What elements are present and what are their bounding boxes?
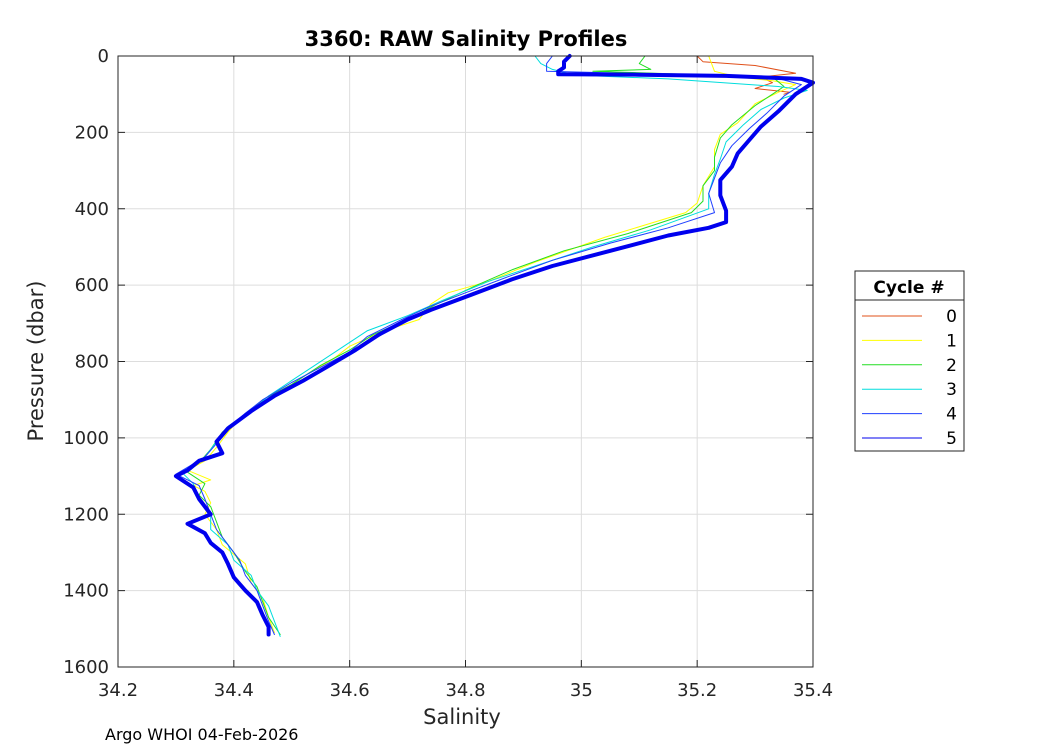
x-tick-label: 35 bbox=[570, 680, 593, 701]
legend-label-cycle-0: 0 bbox=[946, 307, 957, 327]
y-tick-label: 0 bbox=[98, 46, 109, 67]
series-line-cycle-3 bbox=[181, 55, 808, 637]
footer-credit: Argo WHOI 04-Feb-2026 bbox=[105, 725, 299, 744]
y-tick-label: 1200 bbox=[63, 504, 109, 525]
legend-items: 0 1 2 3 4 5 bbox=[862, 307, 957, 449]
legend-label-cycle-3: 3 bbox=[946, 380, 957, 400]
chart-title: 3360: RAW Salinity Profiles bbox=[305, 27, 628, 51]
series-line-cycle-4 bbox=[175, 55, 802, 635]
x-tick-label: 34.2 bbox=[98, 680, 138, 701]
x-tick-label: 34.6 bbox=[330, 680, 370, 701]
y-tick-label: 1000 bbox=[63, 428, 109, 449]
y-tick-label: 1400 bbox=[63, 581, 109, 602]
y-tick-label: 600 bbox=[75, 275, 109, 296]
x-axis-label: Salinity bbox=[423, 705, 501, 729]
x-axis-ticks: 34.2 34.4 34.6 34.8 35 35.2 35.4 bbox=[98, 56, 833, 701]
legend-box bbox=[854, 270, 965, 452]
y-axis-ticks: 0 200 400 600 800 1000 1200 1400 1600 bbox=[63, 46, 813, 678]
y-axis-label: Pressure (dbar) bbox=[24, 281, 48, 442]
legend-label-cycle-5: 5 bbox=[946, 429, 957, 449]
x-tick-label: 35.4 bbox=[793, 680, 833, 701]
legend-label-cycle-2: 2 bbox=[946, 356, 957, 376]
x-tick-label: 34.4 bbox=[214, 680, 254, 701]
series-line-cycle-2 bbox=[187, 55, 785, 635]
y-tick-label: 200 bbox=[75, 122, 109, 143]
series-line-cycle-5 bbox=[173, 54, 815, 637]
y-tick-label: 800 bbox=[75, 352, 109, 373]
legend-label-cycle-4: 4 bbox=[946, 405, 957, 425]
legend-title: Cycle # bbox=[873, 278, 944, 298]
legend: Cycle # 0 1 2 3 4 5 bbox=[854, 270, 965, 452]
series-layer bbox=[173, 54, 815, 637]
y-tick-label: 1600 bbox=[63, 657, 109, 678]
x-tick-label: 34.8 bbox=[445, 680, 485, 701]
legend-label-cycle-1: 1 bbox=[946, 331, 957, 351]
grid-lines bbox=[117, 55, 814, 668]
series-line-cycle-1 bbox=[187, 55, 797, 634]
x-tick-label: 35.2 bbox=[677, 680, 717, 701]
y-tick-label: 400 bbox=[75, 199, 109, 220]
